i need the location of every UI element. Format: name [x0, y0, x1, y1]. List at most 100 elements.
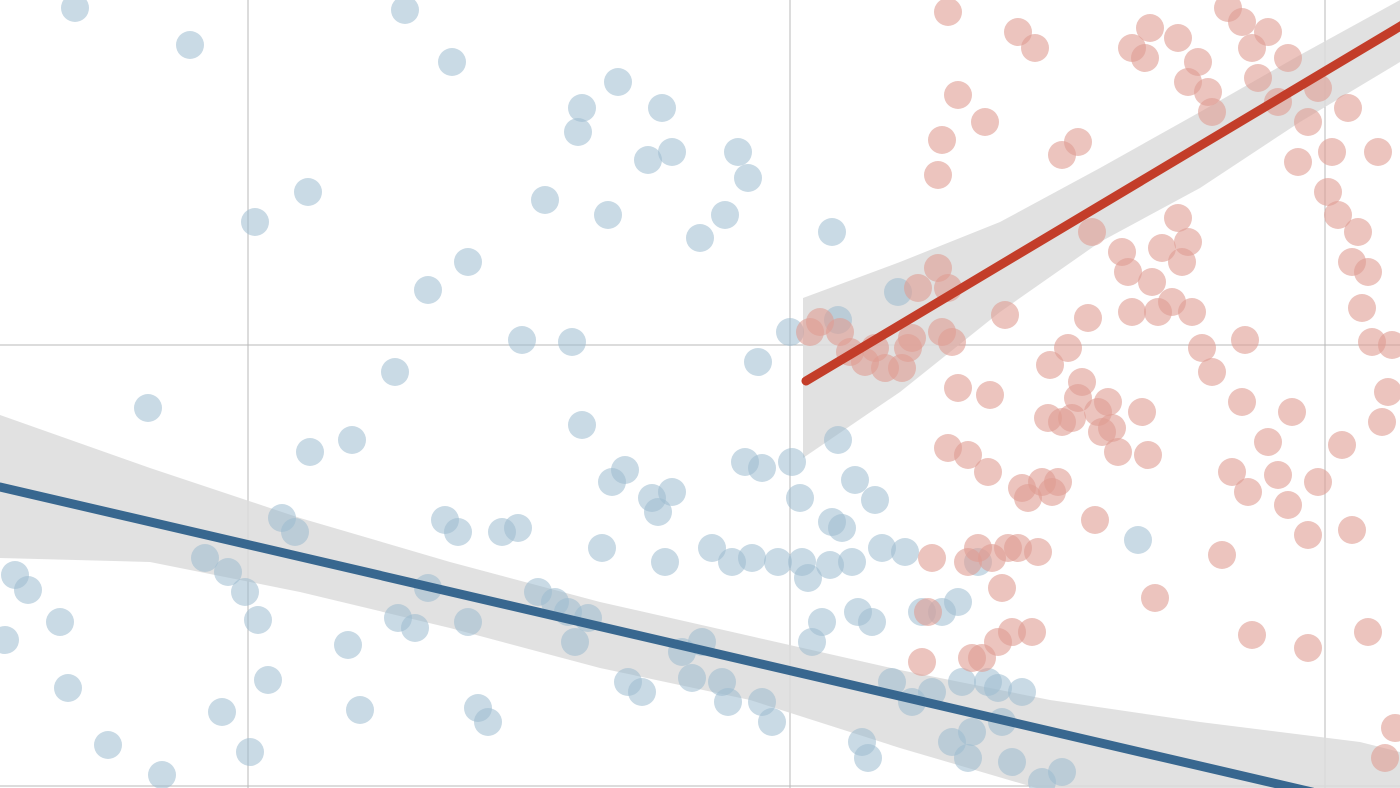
data-point	[391, 0, 419, 24]
data-point	[1208, 541, 1236, 569]
data-point	[1368, 408, 1396, 436]
data-point	[1018, 618, 1046, 646]
data-point	[794, 564, 822, 592]
data-point	[1108, 238, 1136, 266]
data-point	[778, 448, 806, 476]
data-point	[928, 318, 956, 346]
data-point	[346, 696, 374, 724]
data-point	[241, 208, 269, 236]
data-point	[1131, 44, 1159, 72]
data-point	[568, 94, 596, 122]
data-point	[254, 666, 282, 694]
data-point	[1378, 331, 1400, 359]
data-point	[1141, 584, 1169, 612]
data-point	[1231, 326, 1259, 354]
data-point	[758, 708, 786, 736]
data-point	[954, 441, 982, 469]
data-point	[296, 438, 324, 466]
data-point	[338, 426, 366, 454]
data-point	[734, 164, 762, 192]
data-point	[231, 578, 259, 606]
data-point	[976, 381, 1004, 409]
data-point	[914, 598, 942, 626]
data-point	[648, 94, 676, 122]
data-point	[816, 551, 844, 579]
data-point	[1294, 521, 1322, 549]
data-point	[1021, 34, 1049, 62]
data-point	[1264, 461, 1292, 489]
data-point	[988, 574, 1016, 602]
data-point	[1198, 98, 1226, 126]
data-point	[1054, 334, 1082, 362]
data-point	[738, 544, 766, 572]
data-point	[954, 548, 982, 576]
data-point	[1148, 234, 1176, 262]
data-point	[1328, 431, 1356, 459]
data-point	[1184, 48, 1212, 76]
data-point	[474, 708, 502, 736]
data-point	[1238, 621, 1266, 649]
data-point	[698, 534, 726, 562]
data-point	[918, 544, 946, 572]
data-point	[1074, 304, 1102, 332]
data-point	[504, 514, 532, 542]
data-point	[61, 0, 89, 22]
data-point	[858, 608, 886, 636]
data-point	[414, 276, 442, 304]
data-point	[0, 626, 19, 654]
data-point	[1008, 678, 1036, 706]
data-point	[908, 648, 936, 676]
data-point	[818, 218, 846, 246]
data-point	[861, 486, 889, 514]
data-point	[934, 0, 962, 26]
data-point	[1168, 248, 1196, 276]
data-point	[764, 548, 792, 576]
data-point	[796, 318, 824, 346]
data-point	[1078, 218, 1106, 246]
data-point	[984, 674, 1012, 702]
data-point	[678, 664, 706, 692]
data-point	[1084, 398, 1112, 426]
data-point	[808, 608, 836, 636]
data-point	[1274, 491, 1302, 519]
data-point	[1008, 474, 1036, 502]
data-point	[838, 548, 866, 576]
data-point	[1381, 714, 1400, 742]
regression-line-blue-fit	[0, 482, 1315, 788]
data-point	[958, 718, 986, 746]
data-point	[891, 538, 919, 566]
data-point	[824, 426, 852, 454]
data-point	[944, 81, 972, 109]
data-point	[558, 328, 586, 356]
data-point	[944, 374, 972, 402]
data-point	[1218, 458, 1246, 486]
data-point	[1274, 44, 1302, 72]
data-point	[828, 514, 856, 542]
data-point	[334, 631, 362, 659]
data-point	[94, 731, 122, 759]
data-point	[1294, 108, 1322, 136]
data-point	[744, 348, 772, 376]
data-point	[971, 108, 999, 136]
data-point	[1254, 18, 1282, 46]
data-point	[1048, 758, 1076, 786]
data-point	[594, 201, 622, 229]
data-point	[46, 608, 74, 636]
data-point	[1354, 618, 1382, 646]
data-point	[1, 561, 29, 589]
data-point	[991, 301, 1019, 329]
data-point	[176, 31, 204, 59]
data-point	[658, 478, 686, 506]
data-point	[658, 138, 686, 166]
data-point	[134, 394, 162, 422]
data-point	[1138, 268, 1166, 296]
data-point	[381, 358, 409, 386]
data-point	[924, 254, 952, 282]
data-point	[928, 126, 956, 154]
data-point	[444, 518, 472, 546]
data-point	[1278, 398, 1306, 426]
data-point	[868, 534, 896, 562]
